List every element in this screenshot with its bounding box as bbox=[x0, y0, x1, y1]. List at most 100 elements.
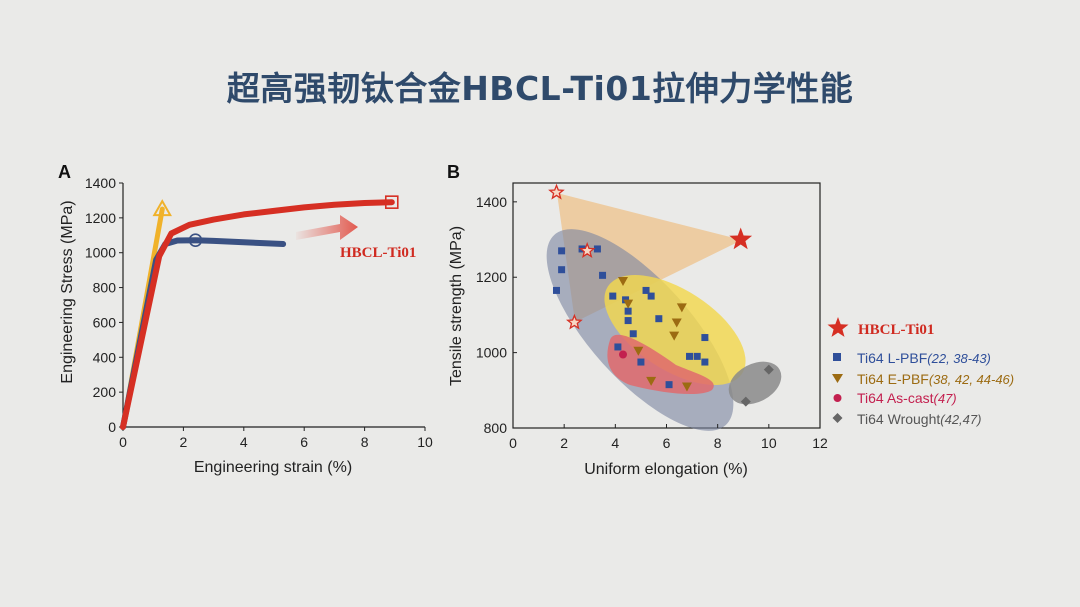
lpbf-point bbox=[642, 286, 650, 294]
ebf-point bbox=[623, 299, 634, 309]
lpbf-point bbox=[552, 286, 560, 294]
x-tick-label: 0 bbox=[119, 434, 127, 450]
x-tick-label: 4 bbox=[240, 434, 248, 450]
star-outline-point bbox=[578, 242, 596, 258]
ebf-point bbox=[646, 376, 657, 386]
legend-label-wrought: Ti64 Wrought(42,47) bbox=[857, 411, 981, 427]
panel-b: B 0 2 4 6 8 10 12 800 1000 1200 1400 Uniform elong… bbox=[447, 162, 828, 478]
y-tick-label: 1200 bbox=[85, 210, 116, 226]
lpbf-point bbox=[558, 266, 566, 274]
blue-curve bbox=[120, 237, 287, 430]
wrought-point bbox=[763, 364, 774, 375]
legend-item-hbcl: HBCL-Ti01 bbox=[827, 317, 934, 338]
ebf-point bbox=[681, 382, 692, 392]
x-tick-label: 0 bbox=[509, 435, 517, 451]
lpbf-point bbox=[665, 381, 673, 389]
ebf-point bbox=[618, 277, 629, 286]
y-tick-label: 800 bbox=[93, 280, 117, 296]
x-tick-label: 8 bbox=[361, 434, 369, 450]
panel-b-xlabel: Uniform elongation (%) bbox=[584, 461, 748, 478]
panel-b-ylabel: Tensile strength (MPa) bbox=[448, 226, 465, 386]
x-tick-label: 10 bbox=[761, 435, 777, 451]
legend-label-ebf: Ti64 E-PBF(38, 42, 44-46) bbox=[857, 371, 1014, 387]
y-tick-label: 1000 bbox=[476, 345, 507, 361]
slide-title: 超高强韧钛合金HBCL-Ti01拉伸力学性能 bbox=[226, 69, 854, 108]
panel-a-arrow bbox=[296, 215, 358, 240]
ebf-point bbox=[669, 331, 680, 341]
y-tick-label: 1200 bbox=[476, 269, 507, 285]
x-tick-label: 10 bbox=[417, 434, 433, 450]
x-tick-label: 4 bbox=[611, 435, 619, 451]
lpbf-point bbox=[693, 352, 701, 360]
x-tick-label: 8 bbox=[714, 435, 722, 451]
legend-item-ebf: Ti64 E-PBF(38, 42, 44-46) bbox=[832, 371, 1014, 387]
hbcl-point bbox=[729, 227, 753, 250]
star-outline-point bbox=[548, 183, 565, 200]
x-tick-label: 2 bbox=[180, 434, 188, 450]
lpbf-point bbox=[686, 352, 694, 360]
y-tick-label: 1000 bbox=[85, 245, 116, 261]
legend-label-hbcl: HBCL-Ti01 bbox=[858, 322, 934, 338]
lpbf-point bbox=[647, 292, 655, 300]
circle-icon bbox=[833, 394, 842, 402]
panel-b-label: B bbox=[447, 162, 460, 182]
y-tick-label: 1400 bbox=[476, 194, 507, 210]
orange-fracture-marker bbox=[152, 199, 172, 217]
lpbf-point bbox=[558, 247, 566, 255]
hbcl-curve bbox=[120, 199, 395, 430]
diamond-icon bbox=[832, 413, 843, 423]
ebf-point bbox=[676, 303, 687, 313]
panel-a-annotation: HBCL-Ti01 bbox=[340, 245, 416, 261]
lpbf-point bbox=[624, 307, 632, 315]
x-tick-label: 2 bbox=[560, 435, 568, 451]
x-tick-label: 12 bbox=[812, 435, 828, 451]
panel-a-label: A bbox=[58, 162, 71, 182]
panel-b-legend: HBCL-Ti01 Ti64 L-PBF(22, 38-43) Ti64 E-P… bbox=[827, 317, 1014, 427]
hbcl-fracture-marker bbox=[384, 195, 399, 209]
wrought-point bbox=[740, 396, 751, 407]
panel-a-ticks: 0 2 4 6 8 10 0 200 400 600 800 1000 1200 1400 bbox=[85, 175, 433, 450]
x-tick-label: 6 bbox=[663, 435, 671, 451]
blue-fracture-marker bbox=[188, 233, 203, 247]
x-tick-label: 6 bbox=[300, 434, 308, 450]
panel-a-axes bbox=[122, 183, 425, 428]
panel-b-regions bbox=[546, 193, 782, 431]
lpbf-point bbox=[593, 245, 601, 253]
y-tick-label: 600 bbox=[93, 314, 117, 330]
legend-label-lpbf: Ti64 L-PBF(22, 38-43) bbox=[857, 350, 991, 366]
legend-item-ascast: Ti64 As-cast(47) bbox=[833, 390, 957, 406]
ebf-point bbox=[633, 346, 644, 356]
ebf-point bbox=[671, 318, 682, 328]
square-icon bbox=[833, 353, 841, 361]
y-tick-label: 0 bbox=[108, 419, 116, 435]
legend-item-wrought: Ti64 Wrought(42,47) bbox=[832, 411, 981, 427]
star-outline-point bbox=[566, 313, 583, 330]
ebf-region bbox=[604, 275, 746, 385]
y-tick-label: 1400 bbox=[85, 175, 116, 191]
star-icon bbox=[827, 317, 849, 337]
panel-a-xlabel: Engineering strain (%) bbox=[194, 459, 352, 476]
panel-a-series bbox=[120, 195, 399, 430]
lpbf-point bbox=[624, 317, 632, 325]
lpbf-point bbox=[637, 358, 645, 366]
lpbf-point bbox=[609, 292, 617, 300]
y-tick-label: 400 bbox=[93, 349, 117, 365]
lpbf-point bbox=[701, 334, 709, 342]
y-tick-label: 800 bbox=[484, 420, 508, 436]
lpbf-point bbox=[599, 271, 607, 279]
y-tick-label: 200 bbox=[93, 384, 117, 400]
legend-item-lpbf: Ti64 L-PBF(22, 38-43) bbox=[833, 350, 991, 366]
panel-b-points bbox=[548, 183, 774, 407]
lpbf-point bbox=[614, 343, 622, 351]
legend-label-ascast: Ti64 As-cast(47) bbox=[857, 390, 957, 406]
triangle-down-icon bbox=[832, 374, 843, 383]
panel-b-ticks: 0 2 4 6 8 10 12 800 1000 1200 1400 bbox=[476, 194, 828, 451]
lpbf-point bbox=[629, 330, 637, 338]
panel-a: A 0 2 4 6 8 10 0 200 400 600 800 1000 1200 1400 Engin… bbox=[58, 162, 433, 476]
ascast-region bbox=[607, 334, 714, 395]
lpbf-point bbox=[701, 358, 709, 366]
ascast-point bbox=[619, 350, 628, 359]
panel-a-ylabel: Engineering Stress (MPa) bbox=[59, 200, 76, 383]
lpbf-point bbox=[655, 315, 663, 323]
